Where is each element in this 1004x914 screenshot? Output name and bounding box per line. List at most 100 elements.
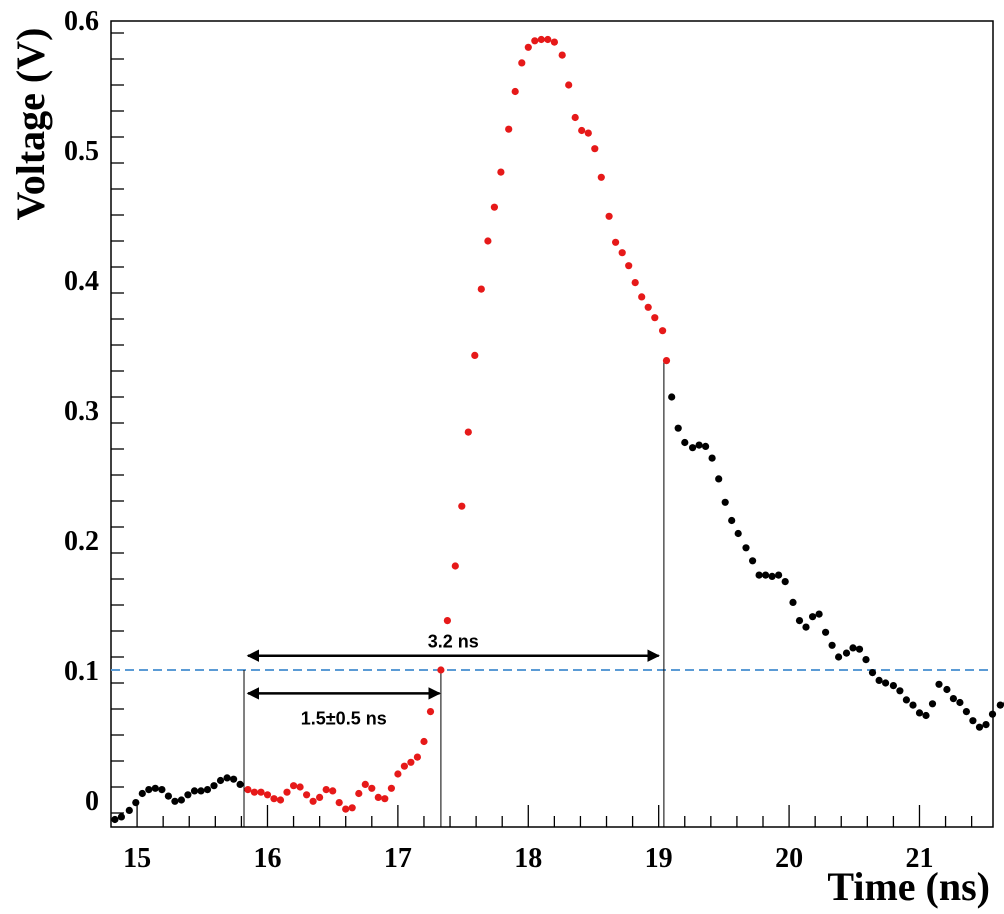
data-point [842,649,851,657]
y-tick-label: 0.1 [64,656,99,687]
data-point [597,173,605,181]
data-point [988,710,997,718]
data-point [420,737,428,746]
annotation-label-0: 3.2 ns [428,632,479,652]
data-point [171,797,179,805]
data-point [915,709,924,717]
data-point [969,717,977,725]
data-point [544,35,552,44]
x-tick-label: 18 [514,843,542,874]
y-tick-label: 0.3 [64,396,99,427]
data-point [477,285,485,293]
data-point [659,327,667,335]
data-point [437,666,445,674]
data-point [303,791,311,799]
data-point [387,784,395,792]
data-point [674,424,682,432]
data-point [809,613,817,621]
data-point [928,700,937,708]
data-point [413,753,421,761]
data-point [775,571,783,579]
data-point [355,789,363,798]
data-point [296,783,304,791]
data-point [531,37,539,45]
data-point [111,815,119,824]
data-point [230,775,238,783]
data-point [223,774,231,782]
data-point [815,610,823,618]
data-point [322,786,330,794]
data-point [702,442,710,450]
data-point [511,87,519,96]
data-point [742,544,750,552]
data-point [996,701,1004,709]
data-point [625,262,633,270]
data-point [715,475,723,483]
data-point [177,796,185,804]
data-point [558,51,566,59]
data-point [762,571,770,579]
data-point [612,238,620,246]
data-point [695,441,703,449]
data-point [505,125,513,133]
data-point [125,806,133,815]
series-1-points [244,35,671,813]
data-point [203,786,212,794]
data-point [158,786,166,794]
data-point [524,43,532,51]
data-point [668,393,676,401]
data-point [571,113,579,122]
data-point [975,723,984,731]
data-point [335,799,343,807]
y-axis: 0 0.1 0.2 0.3 0.4 0.5 0.6 [64,6,124,817]
y-tick-label: 0.6 [64,6,99,37]
data-point [631,279,639,287]
data-point [781,578,789,586]
data-point [490,203,498,211]
data-point [458,502,466,510]
data-point [849,644,857,652]
data-point [309,797,317,805]
data-point [618,249,626,257]
x-tick-label: 15 [123,843,151,874]
data-point [638,293,646,301]
data-point [184,791,192,799]
data-point [151,784,159,792]
x-axis-title: Time (ns) [827,864,990,909]
data-point [270,795,278,803]
data-point [117,813,125,821]
time-marker-lines [243,360,665,827]
data-point [708,454,716,462]
x-tick-label: 19 [645,843,673,874]
x-tick-label: 16 [253,843,281,874]
data-point [316,793,324,802]
data-point [681,438,689,447]
data-point [394,770,402,778]
data-point [922,711,930,720]
data-point [651,314,659,322]
data-point [584,129,592,137]
data-point [889,682,898,690]
data-point [132,799,140,807]
data-point [138,789,146,798]
series-0-points [111,393,1004,824]
data-point [875,676,883,685]
y-tick-label: 0.5 [64,136,99,167]
data-point [374,793,382,802]
data-point [381,795,389,803]
x-tick-label: 17 [384,843,412,874]
data-point [795,617,804,625]
data-point [290,782,298,790]
data-point [407,758,415,766]
data-point [537,35,545,44]
data-point [768,572,776,581]
data-point [257,788,265,796]
data-point [578,126,586,135]
data-point [361,780,369,789]
data-point [868,669,877,677]
data-point [250,788,258,796]
data-point [145,786,153,794]
data-point [689,444,697,452]
x-axis: 151617181920212223 [123,805,973,874]
